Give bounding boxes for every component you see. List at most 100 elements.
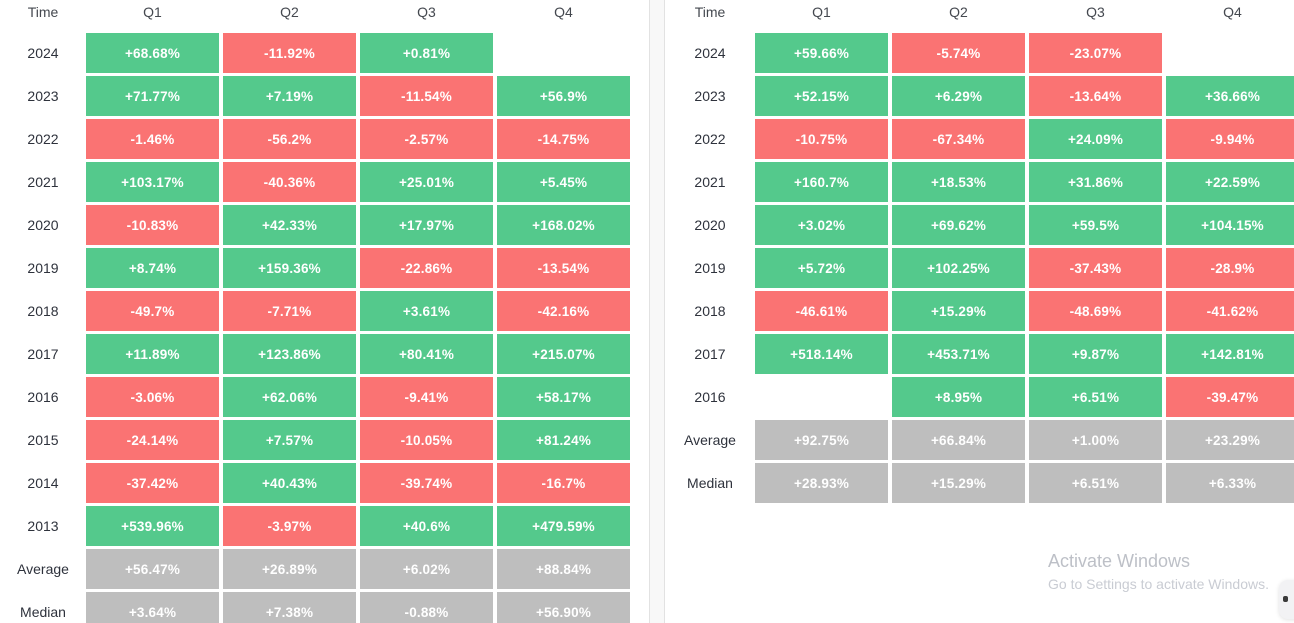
row-label: 2017 (27, 346, 59, 362)
value-cell: -37.43% (1029, 248, 1162, 288)
value-cell: -11.92% (223, 33, 356, 73)
column-header-q4: Q4 (1223, 4, 1242, 20)
value-cell: -0.88% (360, 592, 493, 623)
column-header-q3: Q3 (1086, 4, 1105, 20)
value-cell: -3.06% (86, 377, 219, 417)
value-cell: -39.47% (1166, 377, 1294, 417)
value-cell: +6.33% (1166, 463, 1294, 503)
value-cell: +3.02% (755, 205, 888, 245)
value-cell (1166, 33, 1294, 73)
value-cell: -56.2% (223, 119, 356, 159)
value-cell: +56.9% (497, 76, 630, 116)
row-label: 2020 (27, 217, 59, 233)
value-cell: +1.00% (1029, 420, 1162, 460)
value-cell: +102.25% (892, 248, 1025, 288)
value-cell: -9.94% (1166, 119, 1294, 159)
pen-icon (1283, 596, 1288, 602)
row-label: 2022 (27, 131, 59, 147)
table-row-2019: 2019 +8.74% +159.36% -22.86% -13.54% (0, 248, 650, 288)
row-label: 2023 (27, 88, 59, 104)
value-cell: +7.38% (223, 592, 356, 623)
value-cell: +42.33% (223, 205, 356, 245)
row-label: 2020 (694, 217, 726, 233)
value-cell: +88.84% (497, 549, 630, 589)
value-cell: +104.15% (1166, 205, 1294, 245)
table-row-2018: 2018 -46.61% +15.29% -48.69% -41.62% (665, 291, 1294, 331)
row-label: Median (20, 604, 66, 620)
value-cell: -28.9% (1166, 248, 1294, 288)
value-cell: +71.77% (86, 76, 219, 116)
value-cell: +23.29% (1166, 420, 1294, 460)
row-label: 2015 (27, 432, 59, 448)
value-cell: -42.16% (497, 291, 630, 331)
column-header-q2: Q2 (949, 4, 968, 20)
row-label: 2016 (694, 389, 726, 405)
value-cell: -10.05% (360, 420, 493, 460)
value-cell: +69.62% (892, 205, 1025, 245)
value-cell: -11.54% (360, 76, 493, 116)
value-cell: -10.75% (755, 119, 888, 159)
table-row-2024: 2024 +59.66% -5.74% -23.07% (665, 33, 1294, 73)
value-cell: +66.84% (892, 420, 1025, 460)
value-cell: -24.14% (86, 420, 219, 460)
row-label: 2024 (694, 45, 726, 61)
value-cell: +142.81% (1166, 334, 1294, 374)
value-cell: +40.43% (223, 463, 356, 503)
table-row-2022: 2022 -10.75% -67.34% +24.09% -9.94% (665, 119, 1294, 159)
column-header-q1: Q1 (812, 4, 831, 20)
row-label: 2018 (694, 303, 726, 319)
value-cell: +59.5% (1029, 205, 1162, 245)
value-cell: -49.7% (86, 291, 219, 331)
value-cell: -2.57% (360, 119, 493, 159)
value-cell: +6.51% (1029, 377, 1162, 417)
row-label: 2021 (27, 174, 59, 190)
column-header-q3: Q3 (417, 4, 436, 20)
value-cell: +36.66% (1166, 76, 1294, 116)
table-row-median: Median +3.64% +7.38% -0.88% +56.90% (0, 592, 650, 623)
value-cell: -23.07% (1029, 33, 1162, 73)
value-cell: -7.71% (223, 291, 356, 331)
value-cell: +160.7% (755, 162, 888, 202)
value-cell: +103.17% (86, 162, 219, 202)
value-cell: +15.29% (892, 291, 1025, 331)
value-cell: +58.17% (497, 377, 630, 417)
value-cell: -13.54% (497, 248, 630, 288)
value-cell: +518.14% (755, 334, 888, 374)
value-cell: +59.66% (755, 33, 888, 73)
value-cell: -46.61% (755, 291, 888, 331)
value-cell: -40.36% (223, 162, 356, 202)
value-cell: +7.57% (223, 420, 356, 460)
row-label: Average (17, 561, 69, 577)
value-cell: +18.53% (892, 162, 1025, 202)
value-cell: +56.90% (497, 592, 630, 623)
table-row-median: Median +28.93% +15.29% +6.51% +6.33% (665, 463, 1294, 503)
value-cell: +28.93% (755, 463, 888, 503)
table-row-average: Average +92.75% +66.84% +1.00% +23.29% (665, 420, 1294, 460)
table-row-2020: 2020 +3.02% +69.62% +59.5% +104.15% (665, 205, 1294, 245)
value-cell: +6.02% (360, 549, 493, 589)
column-header-q1: Q1 (143, 4, 162, 20)
value-cell: -10.83% (86, 205, 219, 245)
table-header-row: Time Q1 Q2 Q3 Q4 (665, 0, 1294, 33)
pane-divider[interactable] (649, 0, 665, 623)
value-cell: +3.64% (86, 592, 219, 623)
value-cell: +6.51% (1029, 463, 1162, 503)
floating-edge-button[interactable] (1279, 580, 1294, 619)
row-label: Average (684, 432, 736, 448)
row-label: 2022 (694, 131, 726, 147)
watermark-subtitle: Go to Settings to activate Windows. (1048, 576, 1269, 592)
row-label: 2019 (694, 260, 726, 276)
table-row-2013: 2013 +539.96% -3.97% +40.6% +479.59% (0, 506, 650, 546)
table-row-2020: 2020 -10.83% +42.33% +17.97% +168.02% (0, 205, 650, 245)
row-label: 2017 (694, 346, 726, 362)
value-cell: -48.69% (1029, 291, 1162, 331)
row-label: 2023 (694, 88, 726, 104)
windows-activation-watermark: Activate Windows Go to Settings to activ… (1048, 550, 1269, 593)
value-cell: +11.89% (86, 334, 219, 374)
value-cell: +80.41% (360, 334, 493, 374)
row-label: 2018 (27, 303, 59, 319)
value-cell: +479.59% (497, 506, 630, 546)
table-row-2017: 2017 +518.14% +453.71% +9.87% +142.81% (665, 334, 1294, 374)
value-cell: +8.95% (892, 377, 1025, 417)
value-cell: +5.72% (755, 248, 888, 288)
